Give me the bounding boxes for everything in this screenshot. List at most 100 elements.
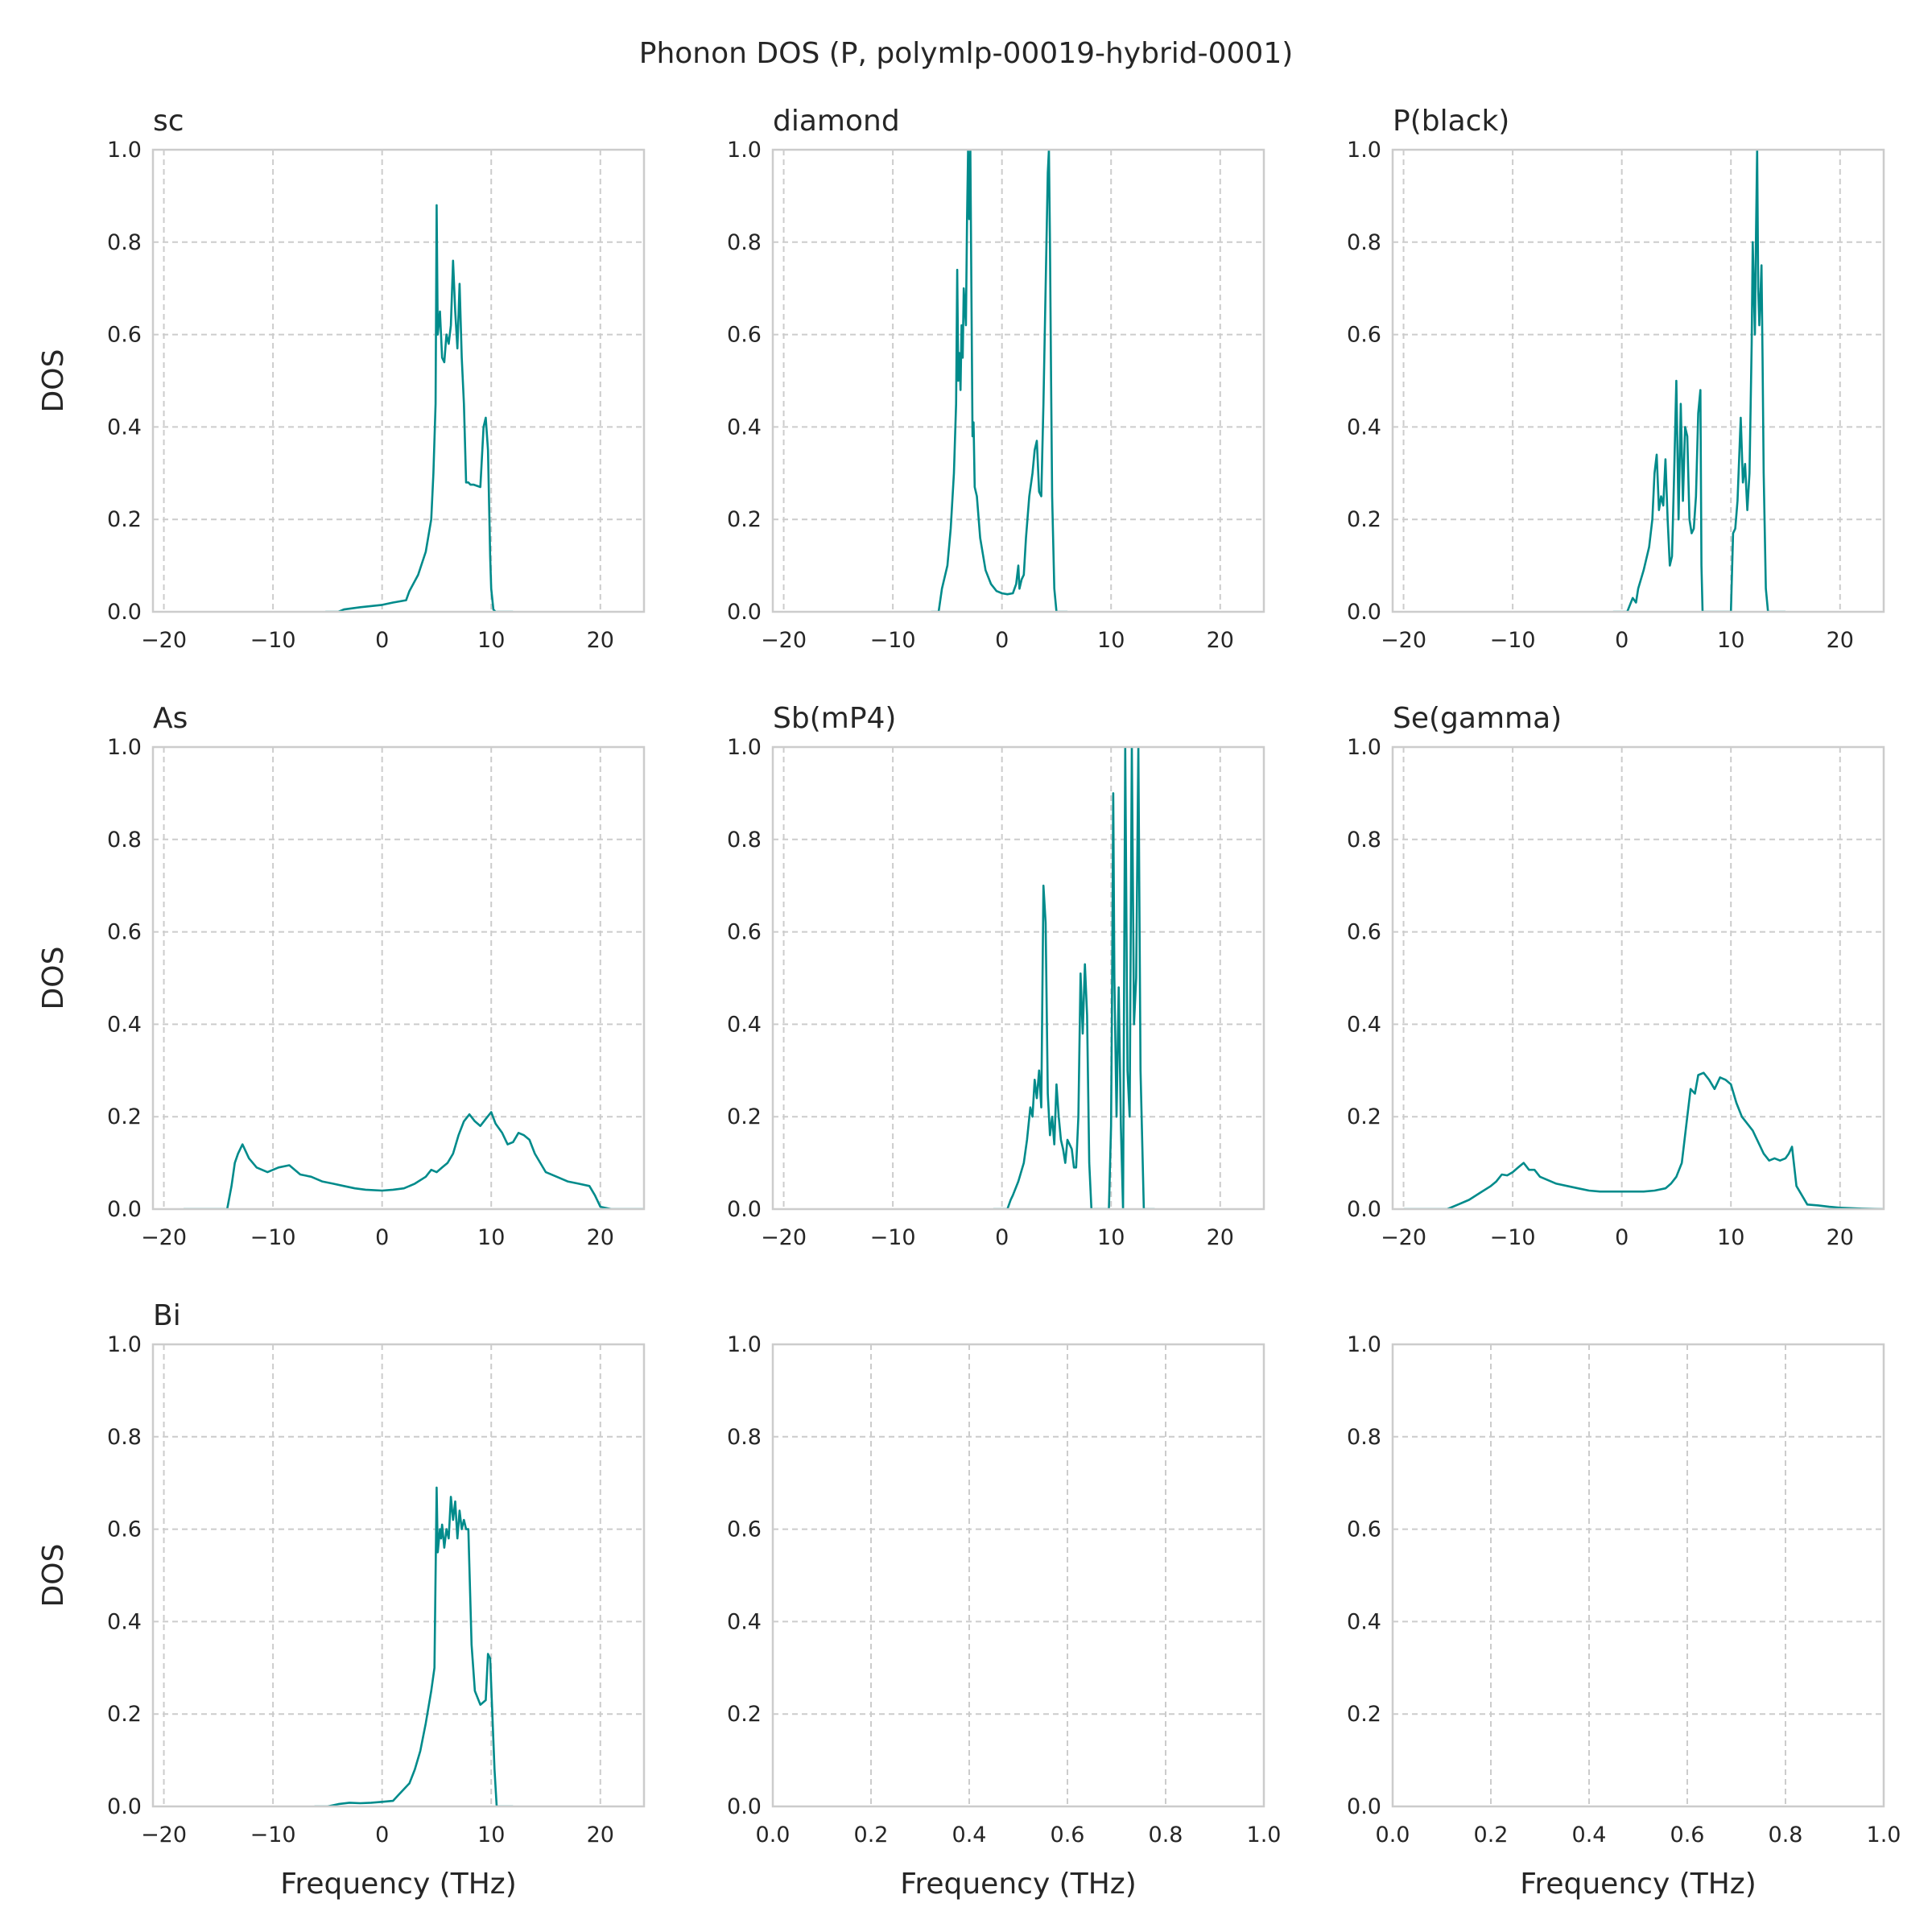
y-tick-label: 0.2	[1347, 1702, 1381, 1727]
subplot-grid: −20 −10 0 10 20 0.0 0.2 0.4 0.6 0.8 1.0 sc DOS −20 −10…	[37, 105, 1901, 1901]
y-tick-label: 0.4	[1347, 415, 1381, 440]
y-tick-label: 0.0	[727, 1197, 762, 1222]
axes-frame	[1391, 148, 1885, 613]
x-tick-label: 20	[587, 1225, 614, 1250]
y-tick-label: 1.0	[107, 1332, 142, 1357]
y-tick-label: 0.6	[107, 920, 142, 945]
y-tick-label: 1.0	[107, 735, 142, 760]
y-tick-label: 0.4	[727, 415, 762, 440]
x-tick-label: 0.2	[1474, 1823, 1509, 1847]
axes-frame	[1391, 1343, 1885, 1808]
y-axis-label: DOS	[37, 349, 70, 413]
x-tick-label: −10	[250, 628, 296, 653]
y-tick-label: 0.6	[107, 1517, 142, 1542]
axes-frame	[771, 1343, 1265, 1808]
y-tick-label: 0.0	[727, 1794, 762, 1819]
y-tick-label: 0.8	[107, 230, 142, 255]
x-tick-label: 0.8	[1149, 1823, 1183, 1847]
y-tick-label: 0.6	[727, 323, 762, 348]
y-tick-label: 0.2	[727, 1104, 762, 1129]
subplot-title: sc	[153, 105, 184, 138]
subplot-3: −20 −10 0 10 20 0.0 0.2 0.4 0.6 0.8 1.0 P(black)	[1347, 105, 1885, 653]
y-tick-label: 0.6	[727, 920, 762, 945]
y-tick-label: 0.0	[1347, 1197, 1381, 1222]
x-tick-label: 0	[995, 1225, 1009, 1250]
dos-series-line	[993, 747, 1155, 1209]
y-tick-label: 0.8	[727, 828, 762, 852]
x-tick-label: 0.2	[854, 1823, 889, 1847]
subplot-8: 0.0 0.2 0.4 0.6 0.8 1.0 0.0 0.2 0.4 0.6 0.8 1.0 Freq…	[727, 1332, 1281, 1901]
x-tick-label: −20	[141, 628, 187, 653]
x-tick-label: −10	[1490, 1225, 1536, 1250]
subplot-title: Bi	[153, 1299, 181, 1332]
dos-series-line	[931, 150, 1067, 612]
y-tick-label: 0.8	[1347, 828, 1381, 852]
x-tick-label: −20	[1381, 628, 1426, 653]
y-tick-label: 1.0	[727, 735, 762, 760]
x-tick-label: 1.0	[1247, 1823, 1282, 1847]
x-axis-label: Frequency (THz)	[900, 1868, 1136, 1901]
y-tick-label: 1.0	[1347, 735, 1381, 760]
x-tick-label: 1.0	[1867, 1823, 1901, 1847]
x-tick-label: −10	[250, 1823, 296, 1847]
y-tick-label: 0.0	[107, 600, 142, 625]
y-tick-label: 0.0	[1347, 600, 1381, 625]
y-tick-label: 0.0	[727, 600, 762, 625]
y-tick-label: 0.6	[1347, 1517, 1381, 1542]
dos-series-line	[314, 1486, 514, 1806]
subplot-title: As	[153, 702, 188, 735]
axes-frame	[771, 745, 1265, 1211]
x-tick-label: 20	[1207, 628, 1234, 653]
x-tick-label: 0.8	[1769, 1823, 1803, 1847]
y-tick-label: 0.8	[1347, 230, 1381, 255]
subplot-2: −20 −10 0 10 20 0.0 0.2 0.4 0.6 0.8 1.0 diamond	[727, 105, 1265, 653]
y-tick-label: 0.4	[1347, 1012, 1381, 1037]
x-tick-label: 20	[587, 628, 614, 653]
x-tick-label: 0.0	[756, 1823, 791, 1847]
y-tick-label: 0.2	[1347, 507, 1381, 532]
x-tick-label: −10	[870, 1225, 916, 1250]
y-tick-label: 0.2	[1347, 1104, 1381, 1129]
x-tick-label: 0	[1615, 1225, 1629, 1250]
y-tick-label: 0.4	[727, 1012, 762, 1037]
dos-series-line	[325, 204, 514, 612]
y-tick-label: 0.4	[107, 415, 142, 440]
y-tick-label: 0.4	[1347, 1609, 1381, 1634]
x-tick-label: 0.6	[1051, 1823, 1085, 1847]
y-tick-label: 0.0	[107, 1794, 142, 1819]
x-tick-label: −20	[761, 628, 807, 653]
x-tick-label: 0.6	[1670, 1823, 1705, 1847]
subplot-title: Se(gamma)	[1393, 702, 1562, 735]
y-tick-label: 0.2	[107, 507, 142, 532]
x-tick-label: −10	[870, 628, 916, 653]
x-tick-label: 0	[375, 1225, 389, 1250]
y-tick-label: 0.8	[727, 1425, 762, 1450]
x-tick-label: 20	[587, 1823, 614, 1847]
y-tick-label: 0.4	[107, 1609, 142, 1634]
x-tick-label: −20	[1381, 1225, 1426, 1250]
dos-series-line	[1403, 1071, 1884, 1209]
y-tick-label: 0.4	[107, 1012, 142, 1037]
y-tick-label: 0.2	[727, 1702, 762, 1727]
x-tick-label: −10	[250, 1225, 296, 1250]
x-tick-label: 10	[1097, 1225, 1125, 1250]
figure-title: Phonon DOS (P, polymlp-00019-hybrid-0001…	[639, 37, 1294, 70]
y-tick-label: 0.6	[107, 323, 142, 348]
x-tick-label: 10	[477, 1225, 505, 1250]
axes-frame	[151, 745, 646, 1211]
y-tick-label: 0.2	[107, 1104, 142, 1129]
axes-frame	[151, 148, 646, 613]
x-tick-label: 10	[477, 1823, 505, 1847]
subplot-6: −20 −10 0 10 20 0.0 0.2 0.4 0.6 0.8 1.0 Se(gamma)	[1347, 702, 1885, 1250]
y-tick-label: 0.2	[107, 1702, 142, 1727]
x-tick-label: −10	[1490, 628, 1536, 653]
axes-frame	[151, 1343, 646, 1808]
x-tick-label: −20	[761, 1225, 807, 1250]
x-tick-label: 10	[1717, 1225, 1744, 1250]
x-tick-label: 0	[375, 1823, 389, 1847]
x-tick-label: 10	[1097, 628, 1125, 653]
y-tick-label: 1.0	[727, 1332, 762, 1357]
x-tick-label: 20	[1207, 1225, 1234, 1250]
subplot-9: 0.0 0.2 0.4 0.6 0.8 1.0 0.0 0.2 0.4 0.6 0.8 1.0 Freq…	[1347, 1332, 1901, 1901]
x-tick-label: 0.0	[1376, 1823, 1410, 1847]
